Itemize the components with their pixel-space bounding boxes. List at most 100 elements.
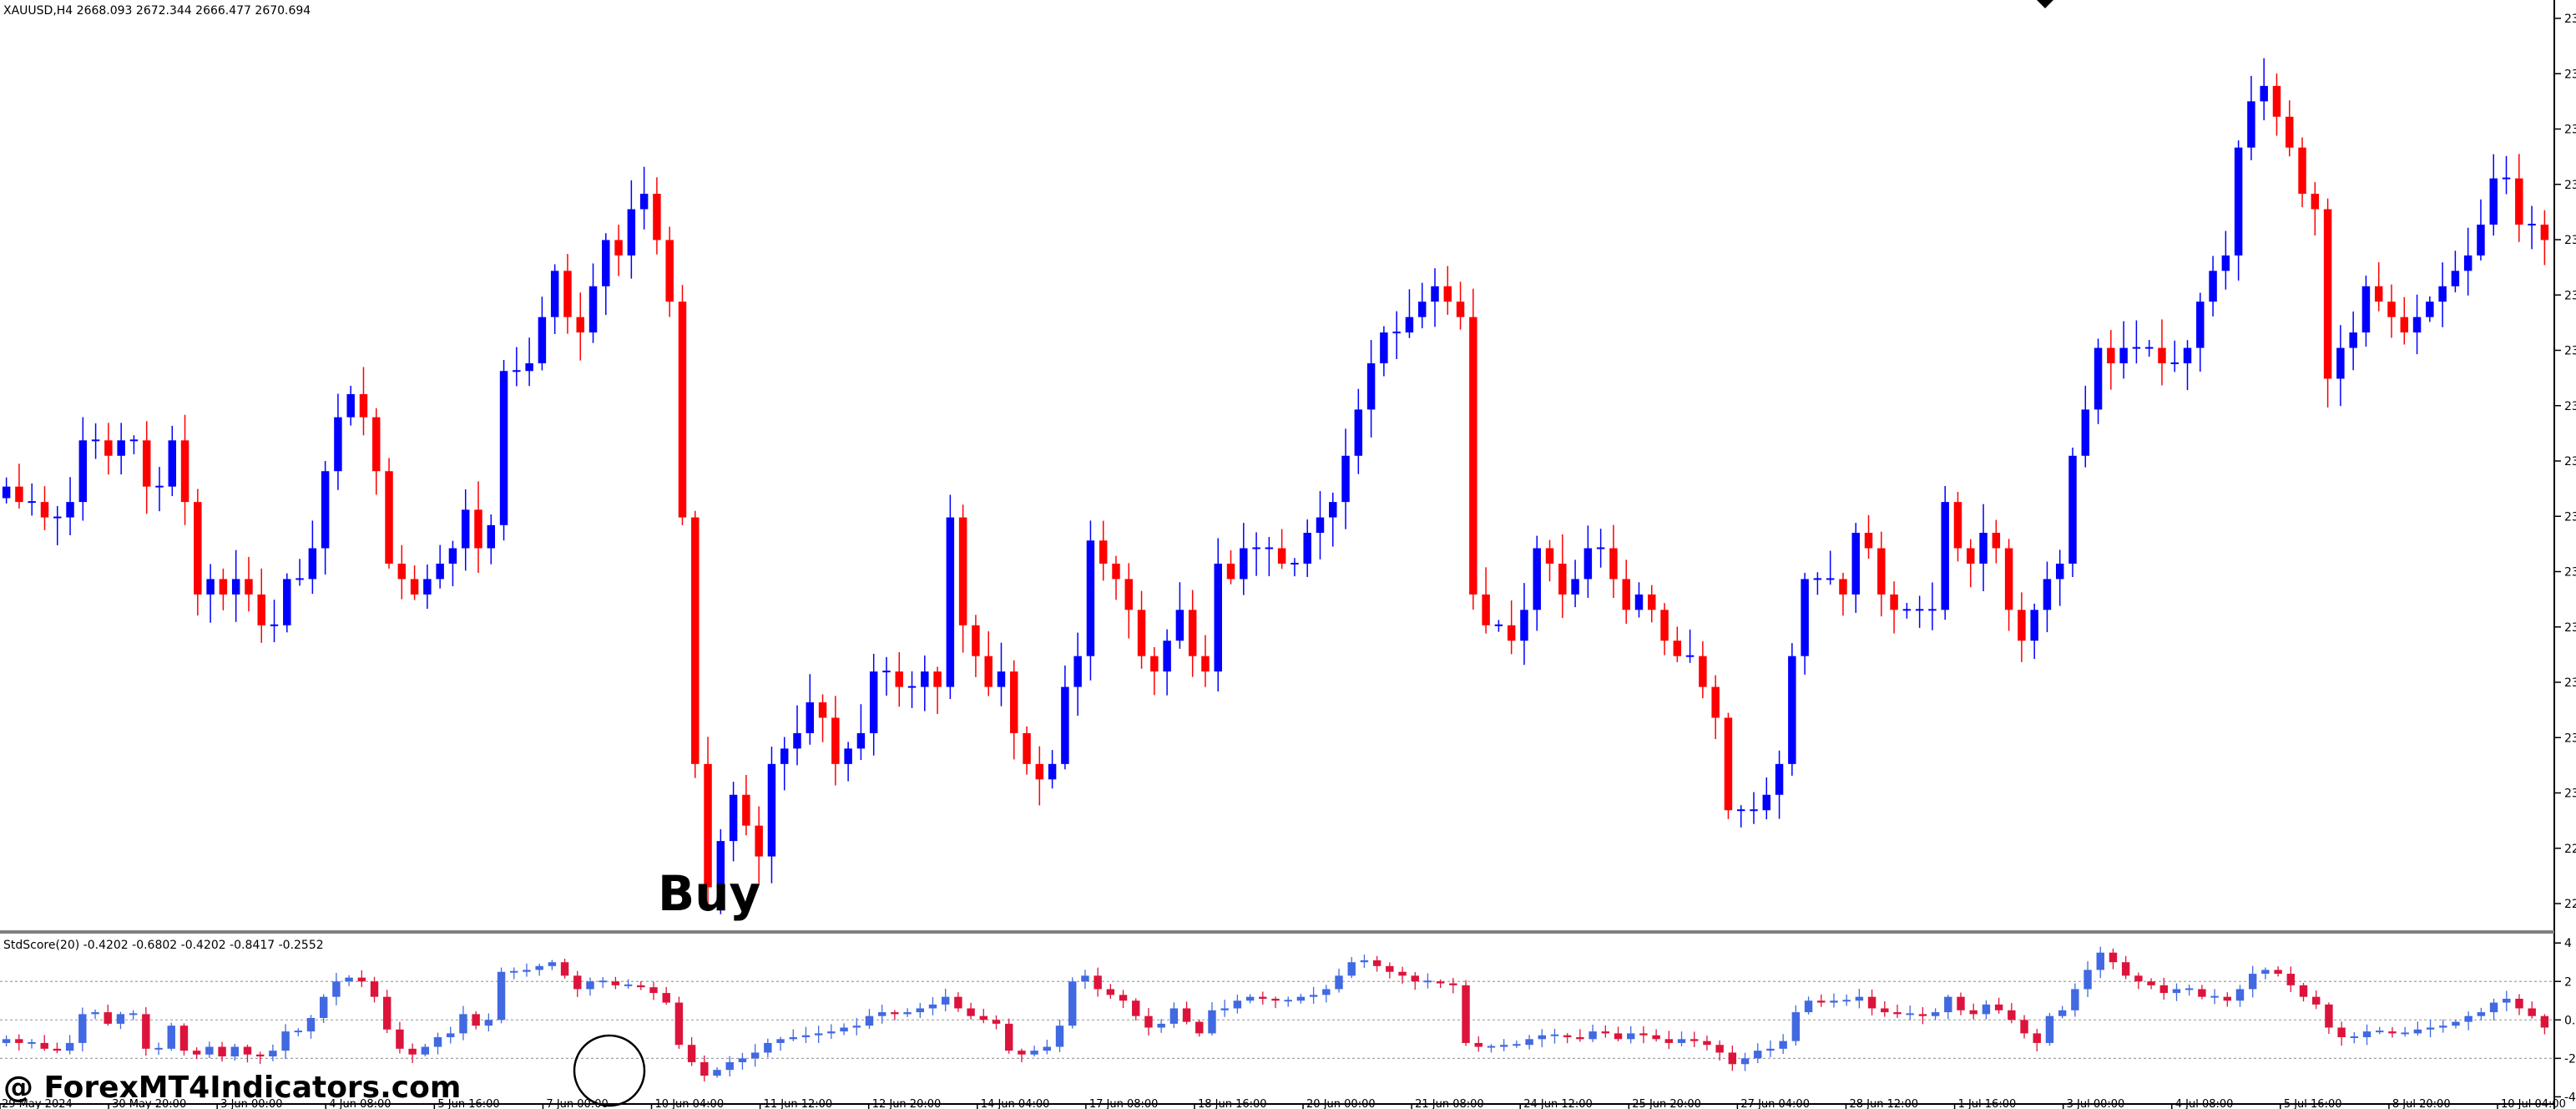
indicator-candle[interactable] [1906,1013,1914,1015]
price-candle[interactable] [474,509,482,549]
price-candle[interactable] [1201,656,1210,672]
price-candle[interactable] [742,794,750,826]
indicator-candle[interactable] [2515,998,2523,1009]
price-candle[interactable] [2196,301,2205,348]
price-candle[interactable] [2272,85,2281,117]
price-candle[interactable] [563,271,572,317]
price-candle[interactable] [1877,548,1886,595]
price-candle[interactable] [1711,686,1720,718]
price-candle[interactable] [882,671,891,673]
price-candle[interactable] [2068,455,2077,564]
price-candle[interactable] [806,702,815,733]
indicator-candle[interactable] [205,1046,214,1055]
indicator-candle[interactable] [2439,1025,2447,1028]
indicator-candle[interactable] [2325,1004,2333,1028]
indicator-candle[interactable] [573,975,582,990]
indicator-candle[interactable] [357,977,366,982]
indicator-candle[interactable] [1677,1039,1686,1043]
indicator-candle[interactable] [2210,995,2219,998]
indicator-candle[interactable] [2198,989,2206,997]
price-candle[interactable] [257,594,265,625]
price-candle[interactable] [627,209,636,256]
indicator-candle[interactable] [306,1018,316,1032]
indicator-candle[interactable] [1550,1034,1559,1036]
indicator-candle[interactable] [1233,1000,1242,1009]
price-candle[interactable] [729,794,738,842]
indicator-candle[interactable] [1259,996,1267,999]
indicator-candle[interactable] [979,1015,988,1020]
price-candle[interactable] [180,440,189,503]
price-candle[interactable] [2311,194,2320,210]
indicator-candle[interactable] [1284,1000,1292,1002]
indicator-candle[interactable] [2299,985,2308,997]
price-candle[interactable] [2336,347,2345,379]
indicator-candle[interactable] [1487,1046,1496,1048]
indicator-candle[interactable] [421,1046,430,1055]
indicator-candle[interactable] [1842,1000,1851,1002]
price-candle[interactable] [2081,409,2090,456]
price-candle[interactable] [295,578,304,580]
indicator-candle[interactable] [1309,995,1318,997]
indicator-candle[interactable] [1881,1008,1889,1013]
price-candle[interactable] [231,579,240,595]
price-candle[interactable] [1035,763,1044,780]
indicator-candle[interactable] [1944,996,1952,1013]
price-candle[interactable] [1431,286,1439,302]
indicator-candle[interactable] [586,981,594,990]
price-candle[interactable] [1023,732,1031,764]
indicator-candle[interactable] [624,984,633,986]
price-candle[interactable] [40,502,49,518]
indicator-candle[interactable] [2084,970,2092,990]
price-candle[interactable] [1392,332,1401,334]
indicator-candle[interactable] [1779,1041,1787,1049]
price-candle[interactable] [53,516,62,519]
price-candle[interactable] [1469,316,1477,595]
price-candle[interactable] [1316,517,1325,534]
indicator-candle[interactable] [2540,1015,2549,1028]
indicator-candle[interactable] [1614,1033,1623,1040]
indicator-candle[interactable] [1462,985,1470,1043]
price-candle[interactable] [155,485,164,488]
indicator-candle[interactable] [687,1045,696,1062]
indicator-candle[interactable] [281,1031,290,1051]
indicator-candle[interactable] [891,1012,899,1015]
price-candle[interactable] [1545,548,1554,564]
indicator-candle[interactable] [459,1014,467,1034]
indicator-candle[interactable] [1740,1058,1750,1065]
indicator-candle[interactable] [865,1015,874,1026]
price-candle[interactable] [2412,316,2422,333]
price-candle[interactable] [219,579,228,595]
indicator-candle[interactable] [1411,975,1419,982]
indicator-candle[interactable] [2185,988,2194,990]
price-candle[interactable] [1890,594,1898,610]
stdscore-panel[interactable] [0,946,2554,1081]
price-candle[interactable] [1533,548,1541,610]
price-candle[interactable] [997,671,1006,687]
indicator-candle[interactable] [1893,1012,1902,1015]
indicator-candle[interactable] [637,985,645,988]
indicator-candle[interactable] [2,1039,11,1043]
price-candle[interactable] [1953,502,1962,549]
price-candle[interactable] [856,732,866,749]
indicator-candle[interactable] [154,1047,163,1050]
indicator-candle[interactable] [2109,952,2118,963]
indicator-candle[interactable] [2274,970,2282,975]
price-candle[interactable] [2132,347,2141,349]
indicator-candle[interactable] [967,1008,975,1016]
indicator-candle[interactable] [167,1025,175,1049]
price-candle[interactable] [2170,362,2179,365]
price-candle[interactable] [91,439,100,442]
indicator-candle[interactable] [116,1014,125,1024]
price-candle[interactable] [1750,809,1758,812]
price-candle[interactable] [359,393,368,418]
indicator-candle[interactable] [2489,1002,2498,1013]
price-candle[interactable] [1762,794,1771,811]
price-candle[interactable] [2540,224,2549,241]
price-candle[interactable] [2221,255,2230,271]
indicator-candle[interactable] [1423,980,1432,983]
price-candle[interactable] [2374,286,2383,302]
price-candle[interactable] [1073,656,1082,687]
price-candle[interactable] [525,363,533,372]
indicator-candle[interactable] [2045,1015,2054,1043]
price-candle[interactable] [142,440,151,487]
